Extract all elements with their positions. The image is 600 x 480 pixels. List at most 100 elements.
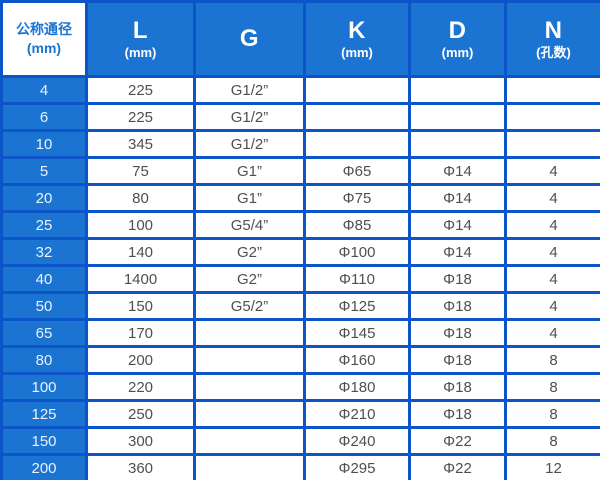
value-cell: 4 bbox=[504, 156, 600, 186]
value-cell bbox=[303, 75, 411, 105]
nominal-diameter-cell: 5 bbox=[0, 156, 88, 186]
value-cell bbox=[408, 75, 507, 105]
value-cell: Φ14 bbox=[408, 156, 507, 186]
value-cell: G1” bbox=[193, 156, 306, 186]
table-body: 4 225 G1/2” 6 225 G1/2” 10 345 G1/2” 5 75 G1” Φ65 Φ14… bbox=[0, 75, 600, 480]
table-row: 10 345 G1/2” bbox=[0, 129, 600, 159]
value-cell: 4 bbox=[504, 318, 600, 348]
table-row: 20 80 G1” Φ75 Φ14 4 bbox=[0, 183, 600, 213]
value-cell: Φ22 bbox=[408, 453, 507, 480]
column-header-n: N (孔数) bbox=[504, 0, 600, 78]
value-cell: Φ65 bbox=[303, 156, 411, 186]
table-row: 32 140 G2” Φ100 Φ14 4 bbox=[0, 237, 600, 267]
value-cell: 12 bbox=[504, 453, 600, 480]
value-cell: 4 bbox=[504, 183, 600, 213]
column-header-unit: (mm) bbox=[341, 45, 373, 60]
nominal-diameter-cell: 200 bbox=[0, 453, 88, 480]
value-cell: 100 bbox=[85, 210, 196, 240]
value-cell: Φ22 bbox=[408, 426, 507, 456]
nominal-diameter-cell: 150 bbox=[0, 426, 88, 456]
value-cell bbox=[408, 102, 507, 132]
value-cell: G1” bbox=[193, 183, 306, 213]
table-row: 125 250 Φ210 Φ18 8 bbox=[0, 399, 600, 429]
value-cell: 80 bbox=[85, 183, 196, 213]
value-cell: Φ100 bbox=[303, 237, 411, 267]
column-header-label: D bbox=[448, 17, 467, 45]
column-header-g: G bbox=[193, 0, 306, 78]
value-cell bbox=[408, 129, 507, 159]
value-cell: G2” bbox=[193, 237, 306, 267]
column-header-unit: (mm) bbox=[124, 45, 157, 60]
nominal-diameter-cell: 40 bbox=[0, 264, 88, 294]
table-row: 100 220 Φ180 Φ18 8 bbox=[0, 372, 600, 402]
value-cell: 4 bbox=[504, 210, 600, 240]
value-cell: 8 bbox=[504, 399, 600, 429]
value-cell: 1400 bbox=[85, 264, 196, 294]
value-cell: 4 bbox=[504, 291, 600, 321]
column-header-k: K (mm) bbox=[303, 0, 411, 78]
header-row: 公称通径 (mm) L (mm) G K (mm) D (mm) bbox=[0, 0, 600, 78]
value-cell bbox=[504, 75, 600, 105]
nominal-diameter-cell: 100 bbox=[0, 372, 88, 402]
table-row: 6 225 G1/2” bbox=[0, 102, 600, 132]
nominal-diameter-cell: 65 bbox=[0, 318, 88, 348]
value-cell: G2” bbox=[193, 264, 306, 294]
nominal-diameter-cell: 4 bbox=[0, 75, 88, 105]
value-cell: Φ14 bbox=[408, 237, 507, 267]
table-row: 200 360 Φ295 Φ22 12 bbox=[0, 453, 600, 480]
value-cell: 250 bbox=[85, 399, 196, 429]
value-cell: Φ14 bbox=[408, 183, 507, 213]
value-cell bbox=[504, 102, 600, 132]
value-cell: 4 bbox=[504, 264, 600, 294]
value-cell bbox=[193, 372, 306, 402]
value-cell: Φ210 bbox=[303, 399, 411, 429]
value-cell: 170 bbox=[85, 318, 196, 348]
value-cell: 225 bbox=[85, 102, 196, 132]
table-row: 80 200 Φ160 Φ18 8 bbox=[0, 345, 600, 375]
value-cell: 300 bbox=[85, 426, 196, 456]
value-cell: G5/2” bbox=[193, 291, 306, 321]
column-header-label: L bbox=[132, 17, 149, 45]
value-cell: G1/2” bbox=[193, 129, 306, 159]
value-cell: 220 bbox=[85, 372, 196, 402]
value-cell bbox=[193, 426, 306, 456]
nominal-diameter-cell: 10 bbox=[0, 129, 88, 159]
column-header-unit: (mm) bbox=[26, 40, 62, 56]
value-cell: Φ18 bbox=[408, 318, 507, 348]
column-header-l: L (mm) bbox=[85, 0, 196, 78]
value-cell bbox=[303, 129, 411, 159]
value-cell: Φ160 bbox=[303, 345, 411, 375]
value-cell: 345 bbox=[85, 129, 196, 159]
value-cell: Φ18 bbox=[408, 372, 507, 402]
value-cell: Φ14 bbox=[408, 210, 507, 240]
value-cell: 8 bbox=[504, 372, 600, 402]
value-cell: 8 bbox=[504, 426, 600, 456]
value-cell bbox=[193, 453, 306, 480]
value-cell: Φ110 bbox=[303, 264, 411, 294]
table-row: 4 225 G1/2” bbox=[0, 75, 600, 105]
nominal-diameter-cell: 6 bbox=[0, 102, 88, 132]
value-cell: Φ18 bbox=[408, 264, 507, 294]
nominal-diameter-cell: 20 bbox=[0, 183, 88, 213]
value-cell: Φ18 bbox=[408, 345, 507, 375]
nominal-diameter-cell: 50 bbox=[0, 291, 88, 321]
value-cell bbox=[303, 102, 411, 132]
value-cell bbox=[504, 129, 600, 159]
nominal-diameter-cell: 80 bbox=[0, 345, 88, 375]
value-cell: 140 bbox=[85, 237, 196, 267]
table-row: 25 100 G5/4” Φ85 Φ14 4 bbox=[0, 210, 600, 240]
column-header-label: K bbox=[348, 17, 366, 45]
value-cell: Φ75 bbox=[303, 183, 411, 213]
column-header-label: N bbox=[544, 17, 563, 45]
nominal-diameter-cell: 25 bbox=[0, 210, 88, 240]
value-cell: 225 bbox=[85, 75, 196, 105]
table-row: 40 1400 G2” Φ110 Φ18 4 bbox=[0, 264, 600, 294]
column-header-unit: (mm) bbox=[441, 45, 474, 60]
value-cell: Φ18 bbox=[408, 399, 507, 429]
value-cell bbox=[193, 318, 306, 348]
column-header-label: 公称通径 bbox=[16, 21, 72, 38]
value-cell bbox=[193, 399, 306, 429]
value-cell: Φ85 bbox=[303, 210, 411, 240]
